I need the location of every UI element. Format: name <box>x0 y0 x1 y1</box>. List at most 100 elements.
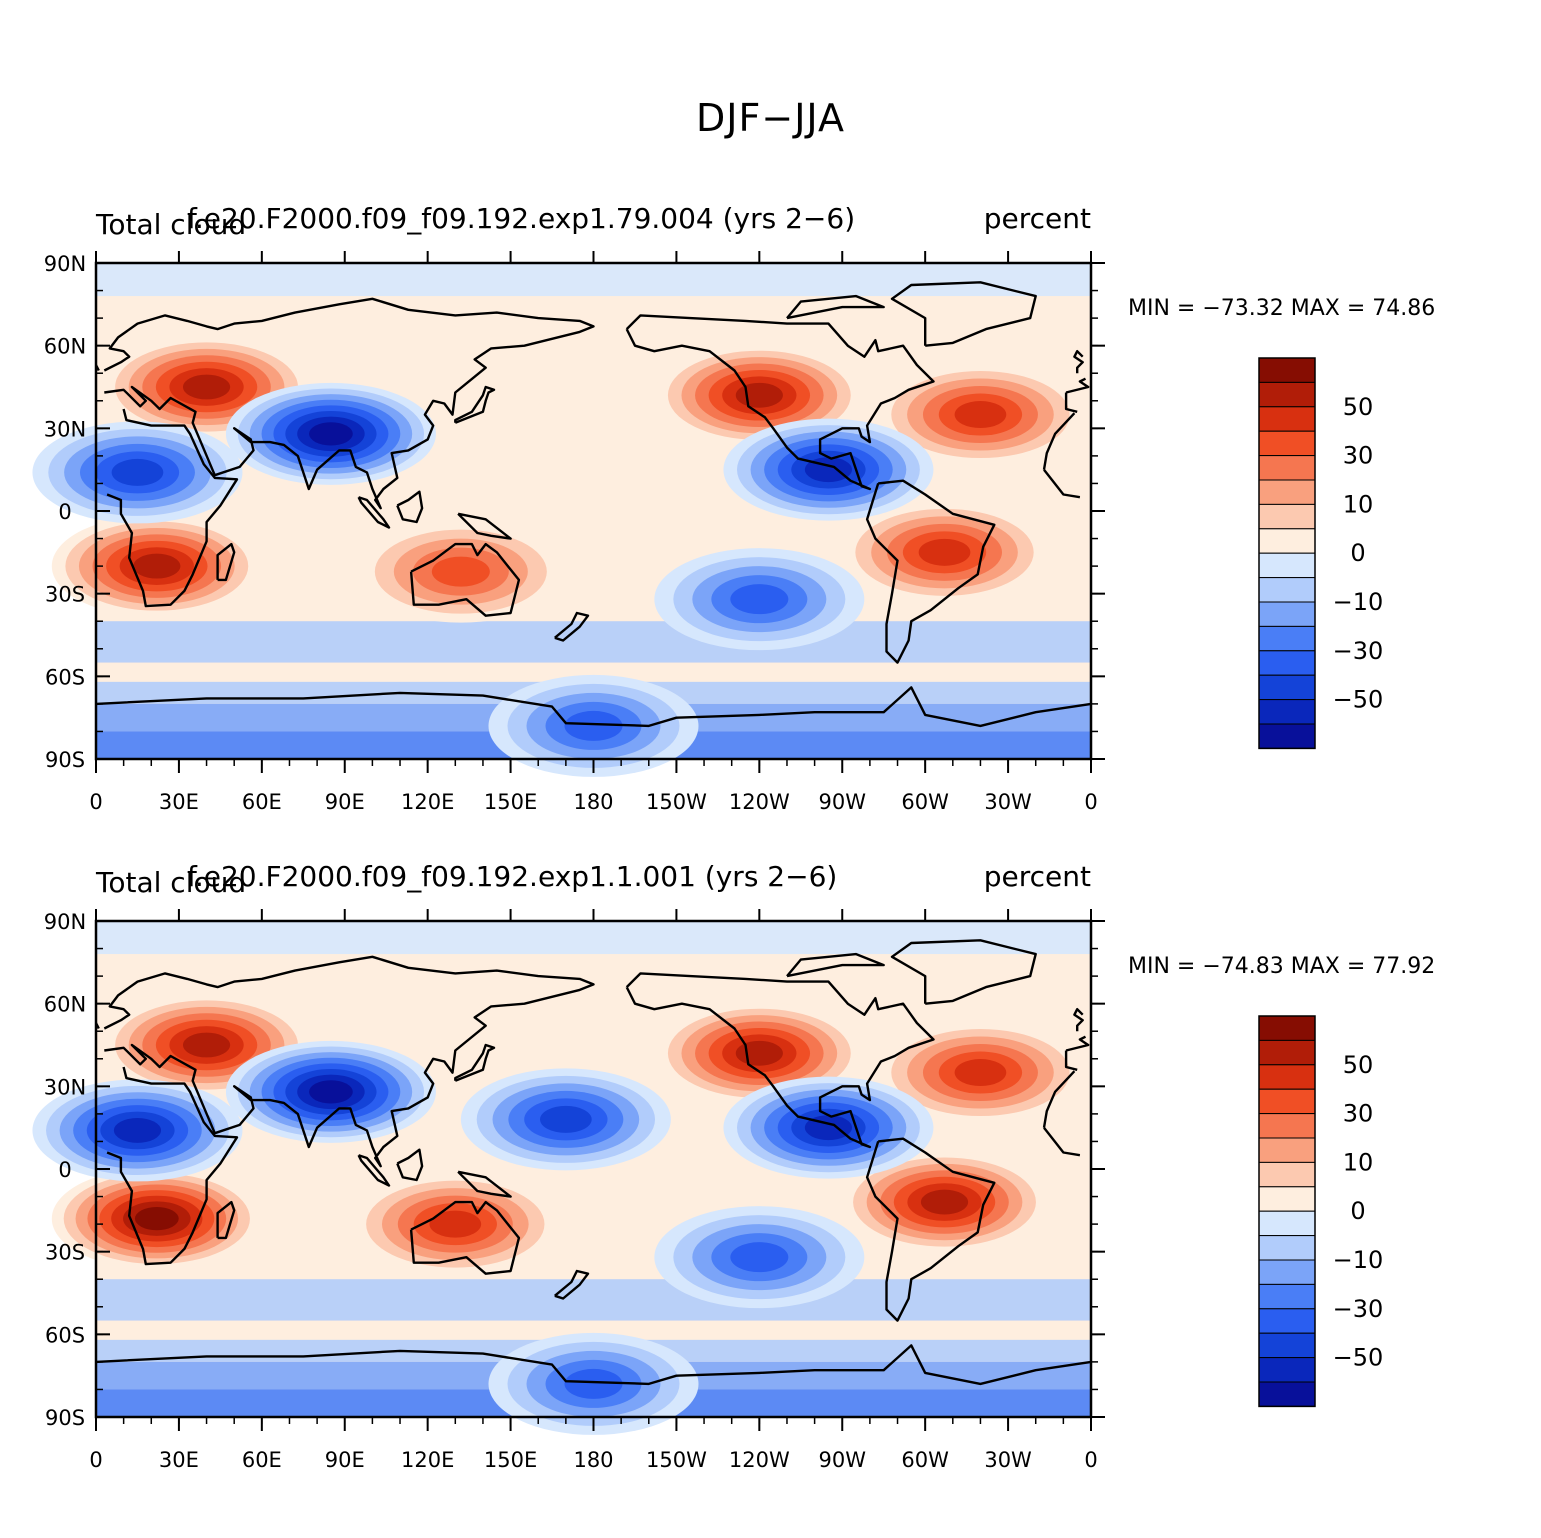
colorbar-swatch <box>1258 1186 1316 1212</box>
lon-tick-label: 30W <box>984 1448 1032 1472</box>
lon-tick-label: 30E <box>159 1448 199 1472</box>
lon-tick-label: 60W <box>901 1448 949 1472</box>
map-plot-area <box>32 921 1092 1435</box>
colorbar-swatch <box>1258 455 1316 481</box>
colorbar-label: 50 <box>1343 1051 1374 1079</box>
colorbar-swatch <box>1258 552 1316 579</box>
colorbar-swatch <box>1258 650 1316 676</box>
colorbar-swatch <box>1258 1210 1316 1237</box>
lat-tick-label: 90S <box>45 748 85 772</box>
colorbar-label: 30 <box>1343 442 1374 470</box>
lat-tick-label: 90N <box>44 252 86 276</box>
panel-left-label: Total cloud <box>96 208 247 241</box>
colorbar-swatch <box>1258 381 1316 408</box>
colorbar-swatch <box>1258 1381 1316 1407</box>
lat-tick-label: 60N <box>44 335 86 359</box>
lon-tick-label: 150W <box>646 1448 707 1472</box>
lon-tick-label: 120E <box>401 790 454 814</box>
colorbar-label: 0 <box>1350 539 1365 567</box>
colorbar-label: −50 <box>1333 1344 1384 1372</box>
colorbar-swatch <box>1258 1161 1316 1188</box>
contour-map <box>32 921 1092 1435</box>
colorbar-label: −30 <box>1333 1295 1384 1323</box>
lat-tick-label: 90N <box>44 910 86 934</box>
colorbar-swatch <box>1258 503 1316 530</box>
colorbar-swatch <box>1258 406 1316 432</box>
colorbar-swatch <box>1258 1039 1316 1066</box>
colorbar-swatch <box>1258 1064 1316 1090</box>
colorbar-swatch <box>1258 1357 1316 1383</box>
contour-blob <box>134 1206 179 1231</box>
lon-tick-label: 150E <box>484 790 537 814</box>
lon-tick-label: 0 <box>89 1448 102 1472</box>
colorbar-label: −10 <box>1333 1246 1384 1274</box>
colorbar-label: 10 <box>1343 490 1374 518</box>
lon-tick-label: 150E <box>484 1448 537 1472</box>
colorbar-label: 50 <box>1343 393 1374 421</box>
lon-tick-label: 30E <box>159 790 199 814</box>
contour-blob <box>113 1117 162 1143</box>
lon-tick-label: 60W <box>901 790 949 814</box>
colorbar-swatch <box>1258 577 1316 603</box>
colorbar-swatch <box>1258 1283 1316 1310</box>
contour-blob <box>133 553 181 579</box>
contour-blob <box>730 1242 789 1273</box>
lon-tick-label: 120W <box>729 1448 790 1472</box>
min-max-readout: MIN = −74.83 MAX = 77.92 <box>1128 954 1436 979</box>
contour-blob <box>309 422 353 446</box>
map-panel-top: Total cloud f.e20.F2000.f09_f09.192.exp1… <box>0 190 1541 830</box>
colorbar-swatch <box>1258 528 1316 554</box>
lon-tick-label: 120E <box>401 1448 454 1472</box>
lon-tick-label: 180 <box>573 790 613 814</box>
panel-center-label: f.e20.F2000.f09_f09.192.exp1.79.004 (yrs… <box>187 202 856 235</box>
colorbar-swatch <box>1258 1332 1316 1359</box>
lon-tick-label: 90W <box>819 1448 867 1472</box>
lon-tick-label: 180 <box>573 1448 613 1472</box>
lon-tick-label: 120W <box>729 790 790 814</box>
colorbar-swatch <box>1258 674 1316 701</box>
value-band <box>96 921 1091 955</box>
colorbar-frame <box>1258 357 1316 750</box>
lon-tick-label: 90E <box>325 790 365 814</box>
lon-tick-label: 0 <box>89 790 102 814</box>
map-plot-area <box>32 263 1092 777</box>
contour-blob <box>735 1040 783 1066</box>
colorbar-swatch <box>1258 699 1316 725</box>
lon-tick-label: 90E <box>325 1448 365 1472</box>
contour-blob <box>111 458 164 486</box>
colorbar-label: −10 <box>1333 588 1384 616</box>
colorbar-swatch <box>1258 479 1316 505</box>
colorbar-swatch <box>1258 1113 1316 1139</box>
contour-blob <box>954 401 1007 429</box>
colorbar-swatch <box>1258 1015 1316 1041</box>
lon-tick-label: 30W <box>984 790 1032 814</box>
colorbar-frame <box>1258 1015 1316 1408</box>
colorbar-swatch <box>1258 1137 1316 1163</box>
contour-blob <box>920 1189 969 1215</box>
colorbar-swatch <box>1258 1259 1316 1285</box>
lon-tick-label: 90W <box>819 790 867 814</box>
lon-tick-label: 60E <box>242 1448 282 1472</box>
panel-right-label: percent <box>983 860 1091 893</box>
colorbar-swatch <box>1258 357 1316 383</box>
lat-tick-label: 90S <box>45 1406 85 1430</box>
colorbar-swatch <box>1258 601 1316 627</box>
min-max-readout: MIN = −73.32 MAX = 74.86 <box>1128 296 1436 321</box>
colorbar-swatch <box>1258 1235 1316 1261</box>
contour-blob <box>182 1032 231 1058</box>
contour-blob <box>309 1080 353 1104</box>
contour-blob <box>954 1059 1007 1087</box>
contour-blob <box>918 538 971 566</box>
colorbar-swatch <box>1258 1308 1316 1334</box>
colorbar-label: −50 <box>1333 686 1384 714</box>
colorbar-swatch <box>1258 723 1316 749</box>
lon-tick-label: 0 <box>1084 1448 1097 1472</box>
panel-right-label: percent <box>983 202 1091 235</box>
contour-blob <box>730 584 789 615</box>
lon-tick-label: 60E <box>242 790 282 814</box>
contour-blob <box>735 382 783 408</box>
colorbar-label: 0 <box>1350 1197 1365 1225</box>
value-band <box>96 621 1091 663</box>
lat-tick-label: 60N <box>44 993 86 1017</box>
colorbar-label: −30 <box>1333 637 1384 665</box>
